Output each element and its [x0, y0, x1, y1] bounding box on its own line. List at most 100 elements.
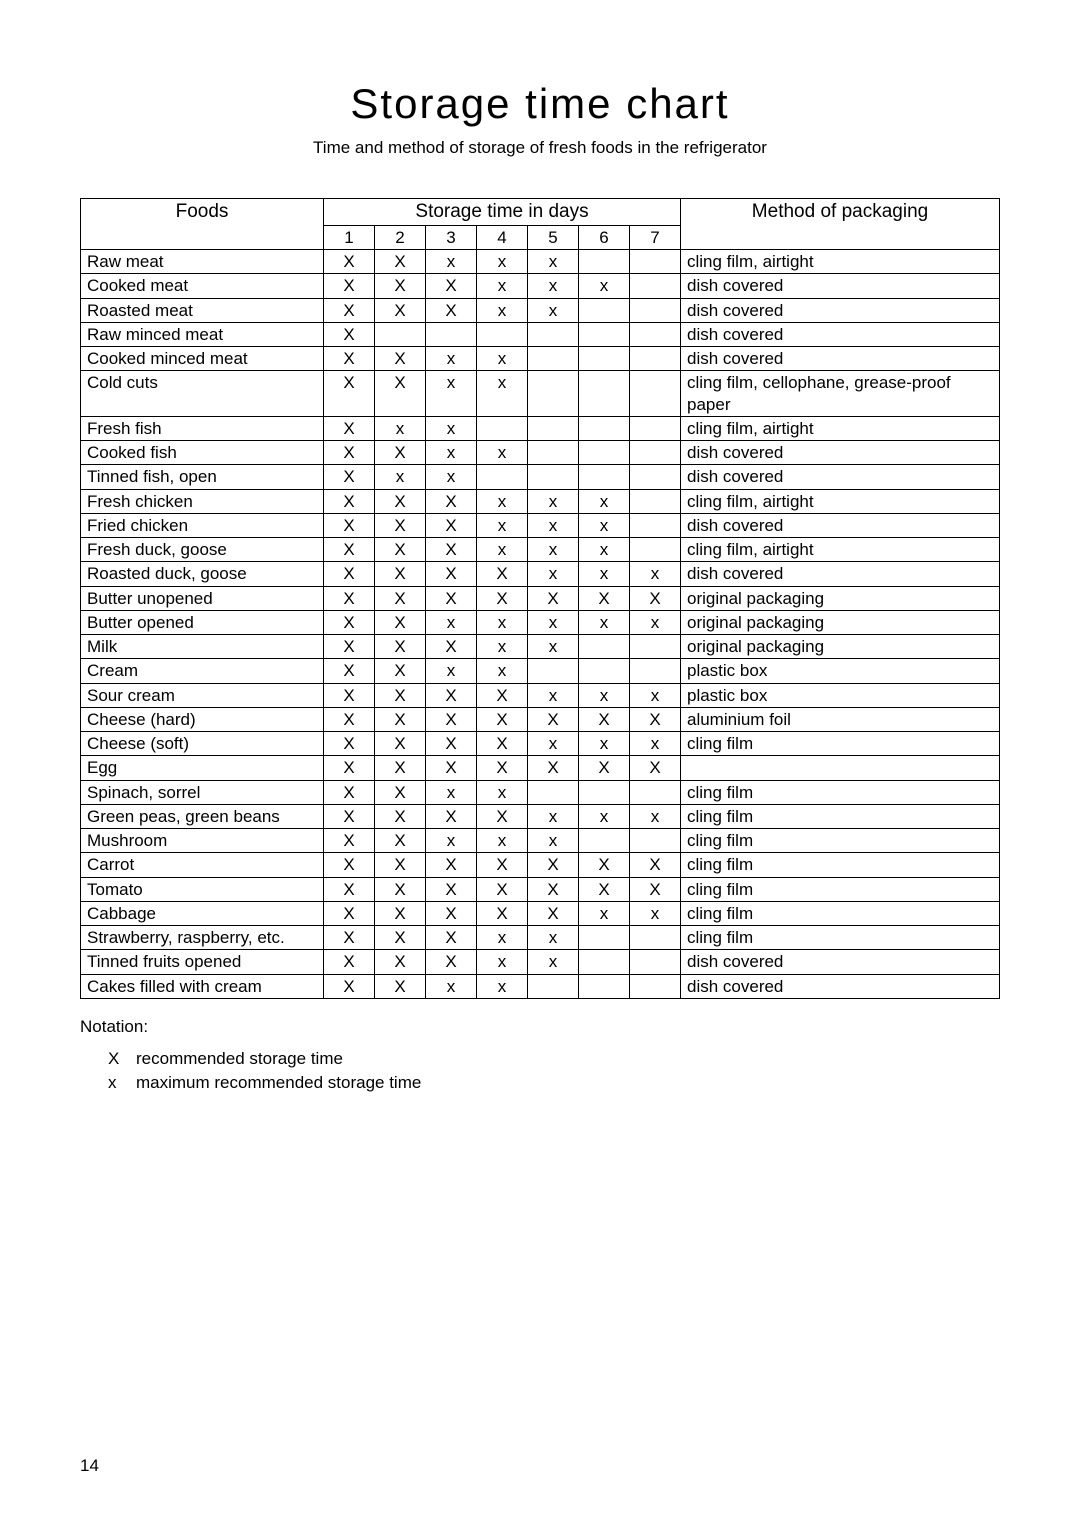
day-cell	[528, 416, 579, 440]
day-cell	[579, 635, 630, 659]
day-cell	[579, 441, 630, 465]
table-row: Fried chickenXXXxxxdish covered	[81, 513, 1000, 537]
table-row: Raw minced meatXdish covered	[81, 322, 1000, 346]
day-cell: X	[477, 756, 528, 780]
day-cell: X	[324, 901, 375, 925]
day-cell: x	[528, 635, 579, 659]
day-cell: X	[426, 732, 477, 756]
day-cell: X	[426, 489, 477, 513]
day-cell: X	[324, 974, 375, 998]
method-cell: dish covered	[681, 950, 1000, 974]
table-row: Raw meatXXxxxcling film, airtight	[81, 250, 1000, 274]
food-cell: Milk	[81, 635, 324, 659]
day-cell	[630, 298, 681, 322]
day-cell	[630, 274, 681, 298]
day-cell: x	[630, 804, 681, 828]
day-cell: X	[375, 489, 426, 513]
day-cell: x	[477, 347, 528, 371]
day-cell: X	[477, 901, 528, 925]
day-cell	[630, 659, 681, 683]
day-cell	[630, 780, 681, 804]
day-cell: X	[324, 877, 375, 901]
day-cell: x	[426, 416, 477, 440]
day-cell: x	[426, 829, 477, 853]
header-day-6: 6	[579, 225, 630, 249]
food-cell: Fresh duck, goose	[81, 538, 324, 562]
header-days: Storage time in days	[324, 199, 681, 226]
food-cell: Roasted meat	[81, 298, 324, 322]
food-cell: Green peas, green beans	[81, 804, 324, 828]
food-cell: Egg	[81, 756, 324, 780]
day-cell	[630, 538, 681, 562]
day-cell	[630, 513, 681, 537]
table-row: Green peas, green beansXXXXxxxcling film	[81, 804, 1000, 828]
method-cell: original packaging	[681, 610, 1000, 634]
day-cell	[630, 416, 681, 440]
day-cell: X	[375, 347, 426, 371]
food-cell: Carrot	[81, 853, 324, 877]
day-cell: x	[528, 513, 579, 537]
day-cell	[630, 250, 681, 274]
day-cell: X	[324, 465, 375, 489]
day-cell: X	[324, 441, 375, 465]
table-row: Cooked minced meatXXxxdish covered	[81, 347, 1000, 371]
day-cell	[579, 298, 630, 322]
day-cell: X	[324, 732, 375, 756]
day-cell: X	[375, 298, 426, 322]
day-cell	[528, 347, 579, 371]
day-cell: X	[324, 950, 375, 974]
day-cell: X	[426, 756, 477, 780]
day-cell: x	[579, 901, 630, 925]
day-cell: X	[324, 586, 375, 610]
food-cell: Fresh fish	[81, 416, 324, 440]
day-cell	[579, 974, 630, 998]
day-cell: X	[528, 853, 579, 877]
day-cell	[630, 926, 681, 950]
header-day-5: 5	[528, 225, 579, 249]
table-row: CreamXXxxplastic box	[81, 659, 1000, 683]
day-cell	[630, 829, 681, 853]
day-cell	[630, 322, 681, 346]
day-cell: X	[528, 707, 579, 731]
food-cell: Cabbage	[81, 901, 324, 925]
food-cell: Sour cream	[81, 683, 324, 707]
food-cell: Fresh chicken	[81, 489, 324, 513]
day-cell	[579, 950, 630, 974]
day-cell: X	[426, 538, 477, 562]
day-cell: X	[630, 586, 681, 610]
day-cell: x	[528, 926, 579, 950]
table-row: MushroomXXxxxcling film	[81, 829, 1000, 853]
day-cell: X	[375, 441, 426, 465]
day-cell: X	[426, 586, 477, 610]
day-cell: X	[477, 804, 528, 828]
method-cell: cling film	[681, 926, 1000, 950]
day-cell	[528, 441, 579, 465]
day-cell	[528, 465, 579, 489]
method-cell: cling film	[681, 780, 1000, 804]
food-cell: Cooked minced meat	[81, 347, 324, 371]
method-cell: plastic box	[681, 683, 1000, 707]
method-cell: cling film, airtight	[681, 489, 1000, 513]
day-cell: X	[528, 756, 579, 780]
day-cell: x	[426, 610, 477, 634]
header-day-4: 4	[477, 225, 528, 249]
day-cell	[630, 347, 681, 371]
method-cell: cling film	[681, 901, 1000, 925]
header-day-1: 1	[324, 225, 375, 249]
day-cell: X	[375, 926, 426, 950]
day-cell: x	[579, 562, 630, 586]
day-cell: x	[528, 298, 579, 322]
food-cell: Raw meat	[81, 250, 324, 274]
day-cell: x	[528, 950, 579, 974]
day-cell: X	[324, 371, 375, 417]
day-cell: X	[375, 586, 426, 610]
day-cell: x	[426, 250, 477, 274]
table-row: Fresh fishXxxcling film, airtight	[81, 416, 1000, 440]
page-number: 14	[80, 1456, 99, 1476]
day-cell: X	[426, 683, 477, 707]
day-cell: X	[375, 513, 426, 537]
day-cell	[579, 829, 630, 853]
day-cell: x	[477, 659, 528, 683]
table-row: Roasted meatXXXxxdish covered	[81, 298, 1000, 322]
table-row: Butter openedXXxxxxxoriginal packaging	[81, 610, 1000, 634]
